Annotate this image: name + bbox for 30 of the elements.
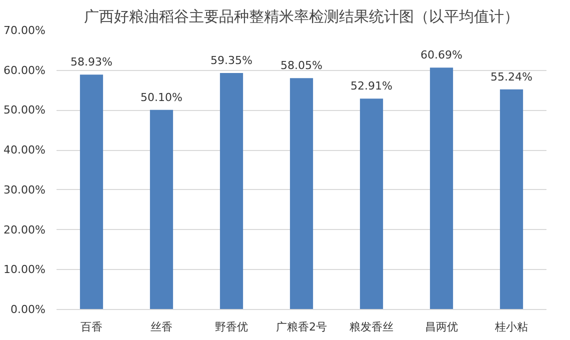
bar <box>290 78 314 310</box>
chart-title: 广西好粮油稻谷主要品种整精米率检测结果统计图（以平均值计） <box>84 8 519 26</box>
bar <box>220 72 244 310</box>
data-label: 58.05% <box>280 59 322 72</box>
y-tick-label: 50.00% <box>4 104 46 117</box>
x-tick-label: 广粮香2号 <box>276 320 327 334</box>
x-tick-label: 野香优 <box>215 320 248 334</box>
y-tick-label: 0.00% <box>10 303 46 316</box>
bar <box>430 68 454 310</box>
bar <box>360 98 384 310</box>
data-label: 50.10% <box>140 90 182 104</box>
y-tick-label: 60.00% <box>4 64 46 77</box>
data-label: 60.69% <box>420 48 462 62</box>
x-tick-label: 粮发香丝 <box>350 320 394 334</box>
x-tick-label: 百香 <box>80 320 102 334</box>
bar <box>80 74 104 310</box>
data-label: 58.93% <box>70 56 112 69</box>
y-tick-label: 30.00% <box>4 183 46 196</box>
data-label: 59.35% <box>210 54 252 67</box>
y-tick-label: 20.00% <box>4 223 46 236</box>
y-tick-label: 70.00% <box>4 24 46 37</box>
bar <box>150 110 174 310</box>
y-tick-label: 40.00% <box>4 144 46 157</box>
bar <box>500 89 524 310</box>
x-tick-label: 丝香 <box>150 320 172 334</box>
x-tick-label: 桂小粘 <box>494 320 528 334</box>
data-label: 52.91% <box>350 80 392 93</box>
y-tick-label: 10.00% <box>4 263 46 276</box>
x-tick-label: 昌两优 <box>425 320 458 334</box>
data-label: 55.24% <box>490 70 532 84</box>
